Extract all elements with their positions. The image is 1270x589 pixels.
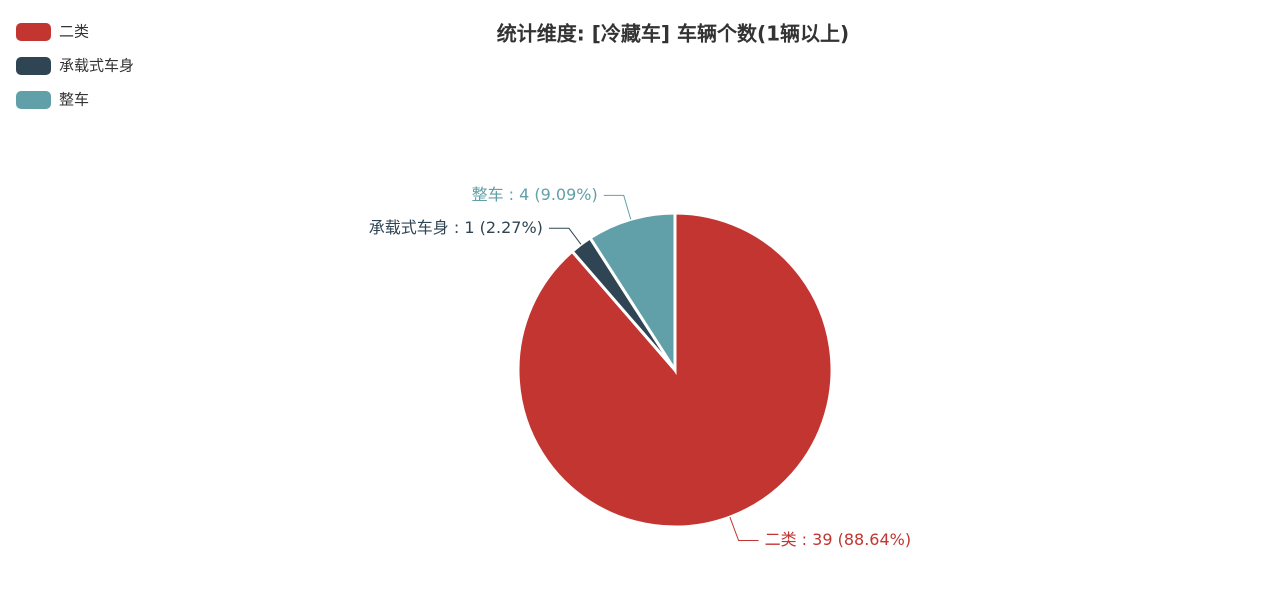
legend-label: 承载式车身 (59, 57, 134, 75)
data-label: 承载式车身 : 1 (2.27%) (369, 218, 543, 237)
data-label: 整车 : 4 (9.09%) (472, 185, 598, 204)
label-line (603, 194, 632, 220)
data-label: 二类 : 39 (88.64%) (765, 530, 912, 549)
label-line (548, 227, 582, 245)
legend-swatch (16, 91, 51, 109)
legend-swatch (16, 23, 51, 41)
label-line (729, 516, 759, 542)
legend-swatch (16, 57, 51, 75)
pie-slice (588, 211, 677, 376)
legend-label: 二类 (59, 23, 89, 41)
chart-title: 统计维度: [冷藏车] 车辆个数(1辆以上) (497, 22, 849, 46)
pie-slice (516, 211, 834, 529)
legend-label: 整车 (59, 91, 89, 109)
